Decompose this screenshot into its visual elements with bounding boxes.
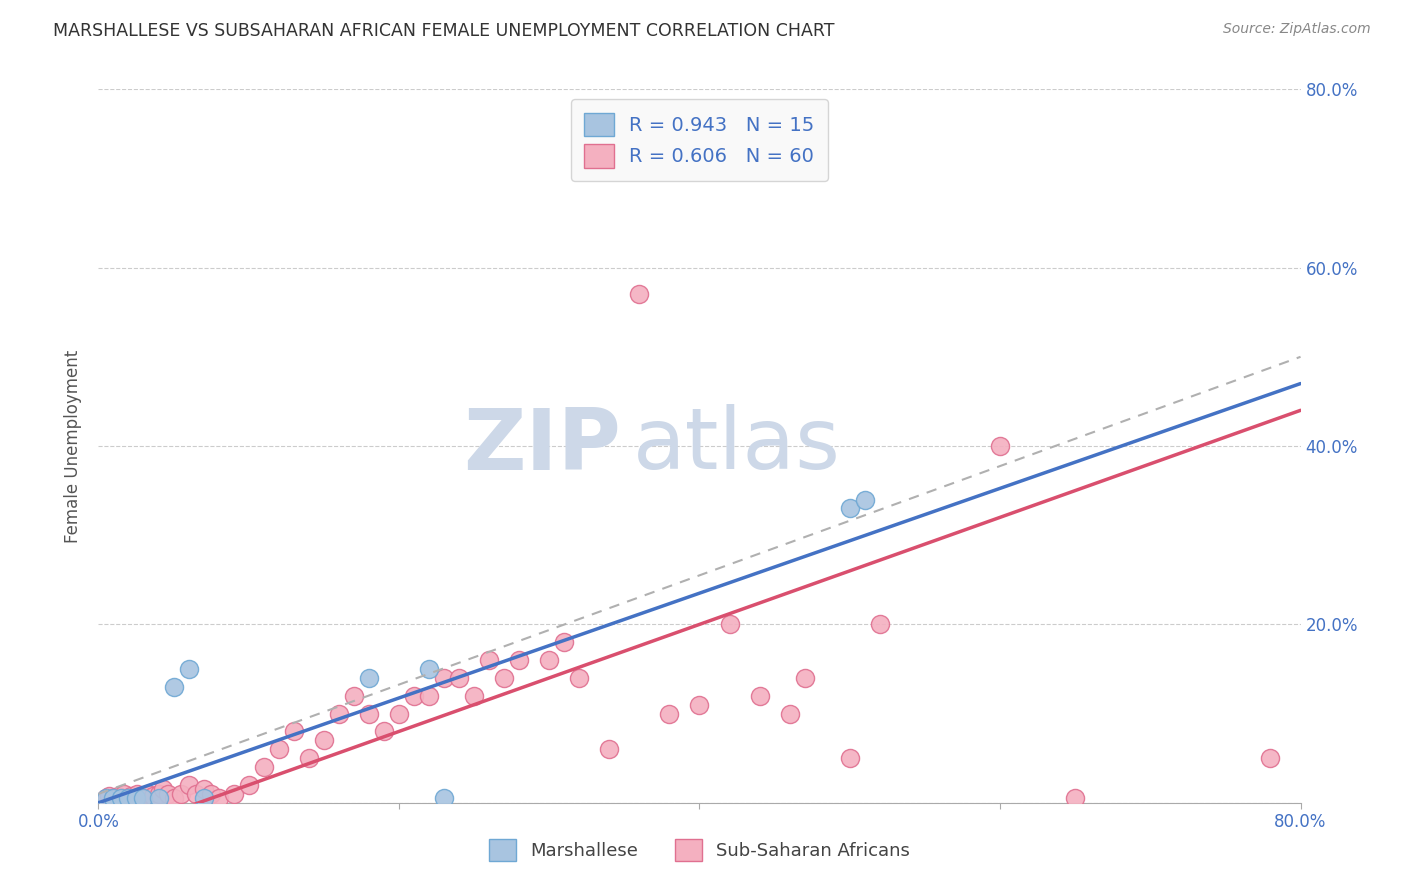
Point — [402, 689, 425, 703]
Point — [869, 617, 891, 632]
Point — [253, 760, 276, 774]
Point — [141, 789, 163, 803]
Point — [156, 787, 179, 801]
Point — [162, 680, 184, 694]
Point — [478, 653, 501, 667]
Point — [117, 791, 139, 805]
Point — [107, 789, 129, 803]
Point — [238, 778, 260, 792]
Point — [628, 287, 651, 301]
Point — [103, 791, 125, 805]
Point — [208, 791, 231, 805]
Point — [568, 671, 591, 685]
Point — [312, 733, 335, 747]
Point — [418, 689, 440, 703]
Point — [152, 782, 174, 797]
Text: Source: ZipAtlas.com: Source: ZipAtlas.com — [1223, 22, 1371, 37]
Point — [298, 751, 321, 765]
Point — [838, 501, 860, 516]
Point — [177, 778, 200, 792]
Point — [718, 617, 741, 632]
Point — [94, 791, 117, 805]
Point — [148, 787, 170, 801]
Y-axis label: Female Unemployment: Female Unemployment — [65, 350, 83, 542]
Text: MARSHALLESE VS SUBSAHARAN AFRICAN FEMALE UNEMPLOYMENT CORRELATION CHART: MARSHALLESE VS SUBSAHARAN AFRICAN FEMALE… — [53, 22, 835, 40]
Point — [129, 789, 152, 803]
Point — [124, 791, 146, 805]
Point — [121, 789, 143, 803]
Text: ZIP: ZIP — [464, 404, 621, 488]
Point — [793, 671, 815, 685]
Point — [357, 706, 380, 721]
Point — [988, 439, 1011, 453]
Point — [200, 787, 222, 801]
Point — [538, 653, 561, 667]
Point — [418, 662, 440, 676]
Point — [1064, 791, 1087, 805]
Point — [598, 742, 620, 756]
Point — [132, 791, 155, 805]
Point — [184, 787, 207, 801]
Point — [127, 787, 149, 801]
Point — [553, 635, 575, 649]
Point — [117, 791, 139, 805]
Point — [94, 791, 117, 805]
Point — [494, 671, 516, 685]
Point — [689, 698, 711, 712]
Point — [779, 706, 801, 721]
Point — [283, 724, 305, 739]
Point — [110, 791, 132, 805]
Point — [125, 791, 148, 805]
Point — [170, 787, 193, 801]
Point — [103, 791, 125, 805]
Point — [853, 492, 876, 507]
Point — [267, 742, 290, 756]
Point — [193, 791, 215, 805]
Point — [162, 791, 184, 805]
Point — [132, 791, 155, 805]
Point — [838, 751, 860, 765]
Legend: Marshallese, Sub-Saharan Africans: Marshallese, Sub-Saharan Africans — [478, 829, 921, 872]
Point — [97, 789, 120, 803]
Point — [433, 791, 456, 805]
Point — [508, 653, 530, 667]
Point — [328, 706, 350, 721]
Text: atlas: atlas — [633, 404, 841, 488]
Point — [388, 706, 411, 721]
Point — [447, 671, 470, 685]
Point — [110, 791, 132, 805]
Point — [373, 724, 395, 739]
Point — [177, 662, 200, 676]
Point — [136, 787, 159, 801]
Point — [658, 706, 681, 721]
Point — [343, 689, 366, 703]
Point — [112, 787, 135, 801]
Point — [433, 671, 456, 685]
Point — [357, 671, 380, 685]
Point — [463, 689, 485, 703]
Point — [748, 689, 770, 703]
Point — [193, 782, 215, 797]
Point — [1260, 751, 1282, 765]
Point — [148, 791, 170, 805]
Point — [222, 787, 245, 801]
